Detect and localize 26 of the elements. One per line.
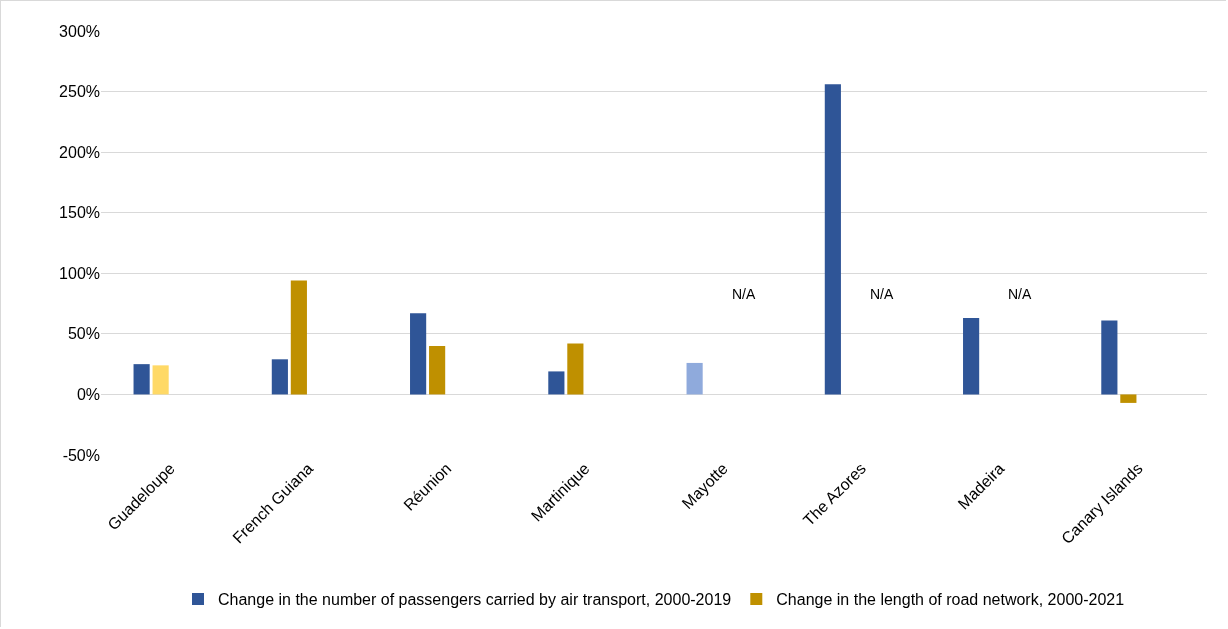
bar (1101, 320, 1118, 395)
legend-label: Change in the number of passengers carried by air transport, 2000-2019 (218, 591, 732, 609)
bar (1120, 394, 1137, 403)
bar (824, 84, 841, 395)
legend-label: Change in the length of road network, 2000-2021 (776, 591, 1125, 609)
text: N/A (1008, 286, 1032, 302)
y-tick-label: 250% (59, 83, 100, 101)
y-tick-label: 200% (59, 143, 100, 161)
text: N/A (732, 286, 756, 302)
y-tick-label: 300% (59, 22, 100, 40)
y-tick-label: 0% (76, 386, 100, 404)
bar (271, 359, 288, 395)
bar (548, 371, 565, 395)
y-tick-label: -50% (62, 446, 100, 464)
bar (290, 280, 307, 395)
bar (133, 364, 150, 395)
bar (686, 362, 703, 395)
bar (410, 313, 427, 395)
y-tick-label: 150% (59, 204, 100, 222)
y-tick-label: 100% (59, 264, 100, 282)
y-tick-label: 50% (67, 325, 100, 343)
text: N/A (870, 286, 894, 302)
bar (963, 318, 980, 395)
bar (567, 343, 584, 395)
bar (152, 365, 169, 395)
bar (429, 345, 446, 395)
